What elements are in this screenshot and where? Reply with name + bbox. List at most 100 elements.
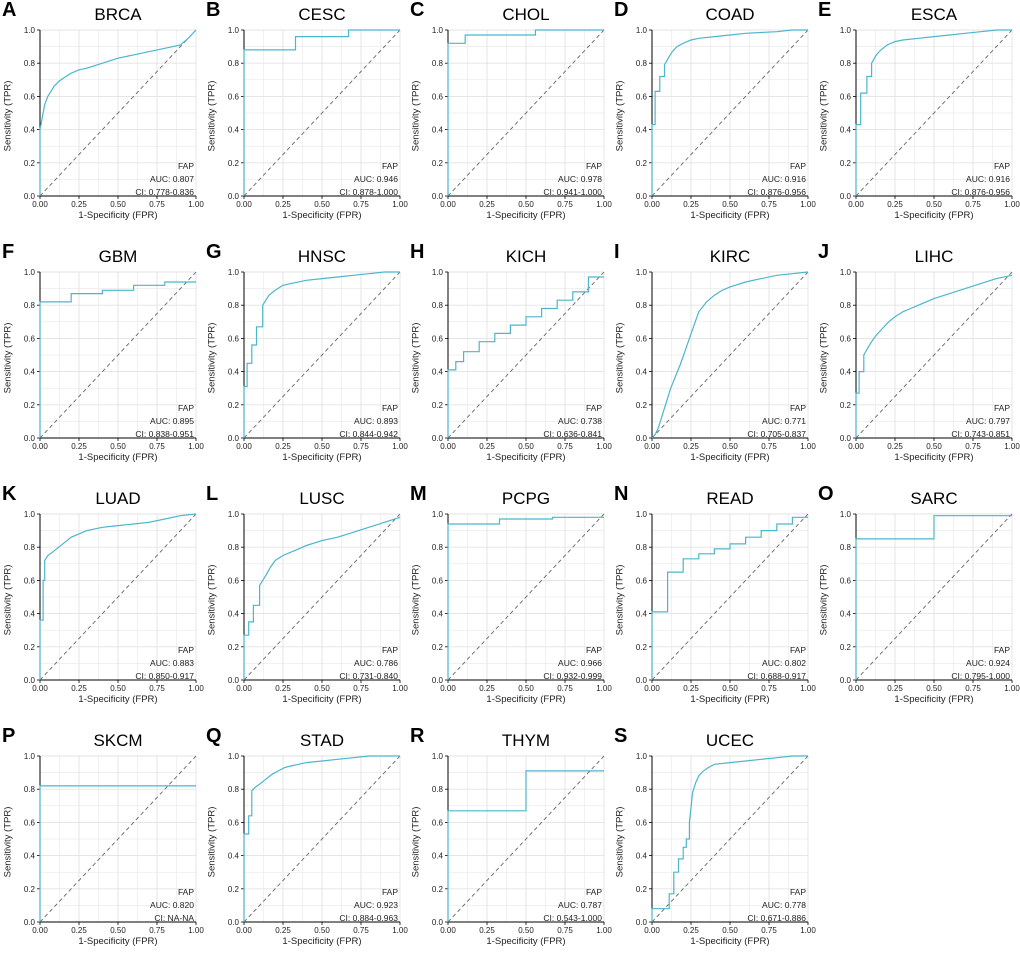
y-tick-label: 0.2 xyxy=(840,159,852,168)
panel-title: SKCM xyxy=(93,731,143,750)
ci-label: CI: 0.743-0.851 xyxy=(951,429,1010,439)
roc-panel-coad: 0.00 0.25 0.50 0.75 1.00 0.0 0.2 0.4 0.6 0.8 1.0 D C… xyxy=(612,0,816,240)
x-tick-label: 0.00 xyxy=(848,442,864,451)
ci-label: CI: 0.878-1.000 xyxy=(339,187,398,197)
y-tick-label: 0.6 xyxy=(24,818,36,827)
panel-letter: N xyxy=(614,484,629,505)
x-tick-label: 0.25 xyxy=(71,684,87,693)
y-tick-label: 0.8 xyxy=(432,301,444,310)
x-tick-label: 0.50 xyxy=(110,442,126,451)
roc-panel-luad: 0.00 0.25 0.50 0.75 1.00 0.0 0.2 0.4 0.6 0.8 1.0 K L… xyxy=(0,484,204,724)
auc-label: AUC: 0.924 xyxy=(966,658,1010,668)
x-tick-label: 0.50 xyxy=(110,684,126,693)
x-tick-label: 0.25 xyxy=(71,926,87,935)
x-tick-label: 1.00 xyxy=(596,926,612,935)
x-tick-label: 0.50 xyxy=(110,926,126,935)
roc-curve xyxy=(447,29,604,196)
y-tick-label: 0.2 xyxy=(228,643,240,652)
y-tick-label: 0.2 xyxy=(24,401,36,410)
auc-label: AUC: 0.786 xyxy=(354,658,398,668)
panel-letter: A xyxy=(2,0,17,21)
roc-panel-ucec: 0.00 0.25 0.50 0.75 1.00 0.0 0.2 0.4 0.6 0.8 1.0 S U… xyxy=(612,726,816,966)
ci-label: CI: 0.876-0.956 xyxy=(747,187,806,197)
panel-letter: Q xyxy=(206,726,222,747)
roc-plot-svg: 0.00 0.25 0.50 0.75 1.00 0.0 0.2 0.4 0.6 0.8 1.0 xyxy=(24,752,204,935)
roc-panel-read: 0.00 0.25 0.50 0.75 1.00 0.0 0.2 0.4 0.6 0.8 1.0 N R… xyxy=(612,484,816,724)
roc-panel-brca: 0.00 0.25 0.50 0.75 1.00 0.0 0.2 0.4 0.6 0.8 1.0 A B… xyxy=(0,0,204,240)
roc-plot-svg: 0.00 0.25 0.50 0.75 1.00 0.0 0.2 0.4 0.6 0.8 1.0 xyxy=(24,268,204,451)
reference-diagonal xyxy=(855,513,1013,681)
y-axis-label-text: Sensitivity (TPR) xyxy=(818,322,830,394)
x-tick-label: 1.00 xyxy=(188,684,204,693)
x-tick-label: 0.00 xyxy=(440,684,456,693)
x-tick-label: 1.00 xyxy=(800,200,816,209)
x-axis-label: 1-Specificity (FPR) xyxy=(894,452,974,463)
marker-label: FAP xyxy=(381,161,398,171)
y-tick-label: 0.0 xyxy=(228,918,240,927)
panel-title: KICH xyxy=(505,247,547,266)
panel-letter: I xyxy=(614,242,620,263)
y-axis-label-text: Sensitivity (TPR) xyxy=(818,564,830,636)
marker-label: FAP xyxy=(177,645,194,655)
y-tick-label: 0.8 xyxy=(636,301,648,310)
marker-label: FAP xyxy=(789,645,806,655)
x-tick-label: 1.00 xyxy=(800,684,816,693)
y-axis-label-text: Sensitivity (TPR) xyxy=(206,80,218,152)
marker-label: FAP xyxy=(993,403,1010,413)
marker-label: FAP xyxy=(789,887,806,897)
roc-plot-svg: 0.00 0.25 0.50 0.75 1.00 0.0 0.2 0.4 0.6 0.8 1.0 xyxy=(636,510,816,693)
x-tick-label: 0.75 xyxy=(353,684,369,693)
x-tick-label: 0.25 xyxy=(479,684,495,693)
y-tick-label: 1.0 xyxy=(432,510,444,519)
y-tick-label: 1.0 xyxy=(432,752,444,761)
y-tick-label: 0.8 xyxy=(840,59,852,68)
x-tick-label: 1.00 xyxy=(188,200,204,209)
y-tick-label: 0.0 xyxy=(24,676,36,685)
panel-title: THYM xyxy=(501,731,551,750)
y-tick-label: 0.2 xyxy=(432,159,444,168)
y-tick-label: 0.4 xyxy=(432,368,444,377)
x-tick-label: 0.25 xyxy=(683,684,699,693)
x-tick-label: 0.50 xyxy=(314,684,330,693)
x-tick-label: 0.00 xyxy=(848,684,864,693)
x-tick-label: 1.00 xyxy=(800,442,816,451)
panel-title: UCEC xyxy=(705,731,755,750)
y-tick-label: 0.6 xyxy=(840,576,852,585)
x-tick-label: 0.25 xyxy=(479,200,495,209)
x-tick-label: 1.00 xyxy=(596,684,612,693)
y-tick-label: 1.0 xyxy=(636,752,648,761)
y-tick-label: 0.4 xyxy=(24,126,36,135)
y-tick-label: 0.4 xyxy=(840,610,852,619)
x-tick-label: 0.50 xyxy=(926,684,942,693)
reference-diagonal xyxy=(447,513,605,681)
y-tick-label: 0.6 xyxy=(840,92,852,101)
roc-curve xyxy=(447,516,604,680)
ci-label: CI: 0.636-0.841 xyxy=(543,429,602,439)
roc-panel-lihc: 0.00 0.25 0.50 0.75 1.00 0.0 0.2 0.4 0.6 0.8 1.0 J L… xyxy=(816,242,1020,482)
y-tick-label: 0.0 xyxy=(636,918,648,927)
x-tick-label: 0.75 xyxy=(149,200,165,209)
panel-letter: G xyxy=(206,242,222,263)
x-axis-label: 1-Specificity (FPR) xyxy=(690,210,770,221)
x-tick-label: 0.00 xyxy=(644,684,660,693)
ci-label: CI: 0.838-0.951 xyxy=(135,429,194,439)
panel-letter: S xyxy=(614,726,628,747)
y-tick-label: 0.2 xyxy=(24,159,36,168)
x-tick-label: 0.00 xyxy=(236,926,252,935)
y-tick-label: 0.2 xyxy=(432,401,444,410)
panel-letter: L xyxy=(206,484,219,505)
roc-curve xyxy=(651,29,808,196)
x-tick-label: 0.75 xyxy=(761,442,777,451)
reference-diagonal xyxy=(651,29,809,197)
x-tick-label: 0.50 xyxy=(110,200,126,209)
panel-title: SARC xyxy=(910,489,958,508)
y-axis-label-text: Sensitivity (TPR) xyxy=(614,322,626,394)
marker-label: FAP xyxy=(789,403,806,413)
ci-label: CI: 0.844-0.942 xyxy=(339,429,398,439)
y-tick-label: 0.6 xyxy=(636,92,648,101)
y-tick-label: 0.6 xyxy=(636,334,648,343)
panel-letter: E xyxy=(818,0,832,21)
x-tick-label: 0.00 xyxy=(32,926,48,935)
reference-diagonal xyxy=(243,755,401,923)
